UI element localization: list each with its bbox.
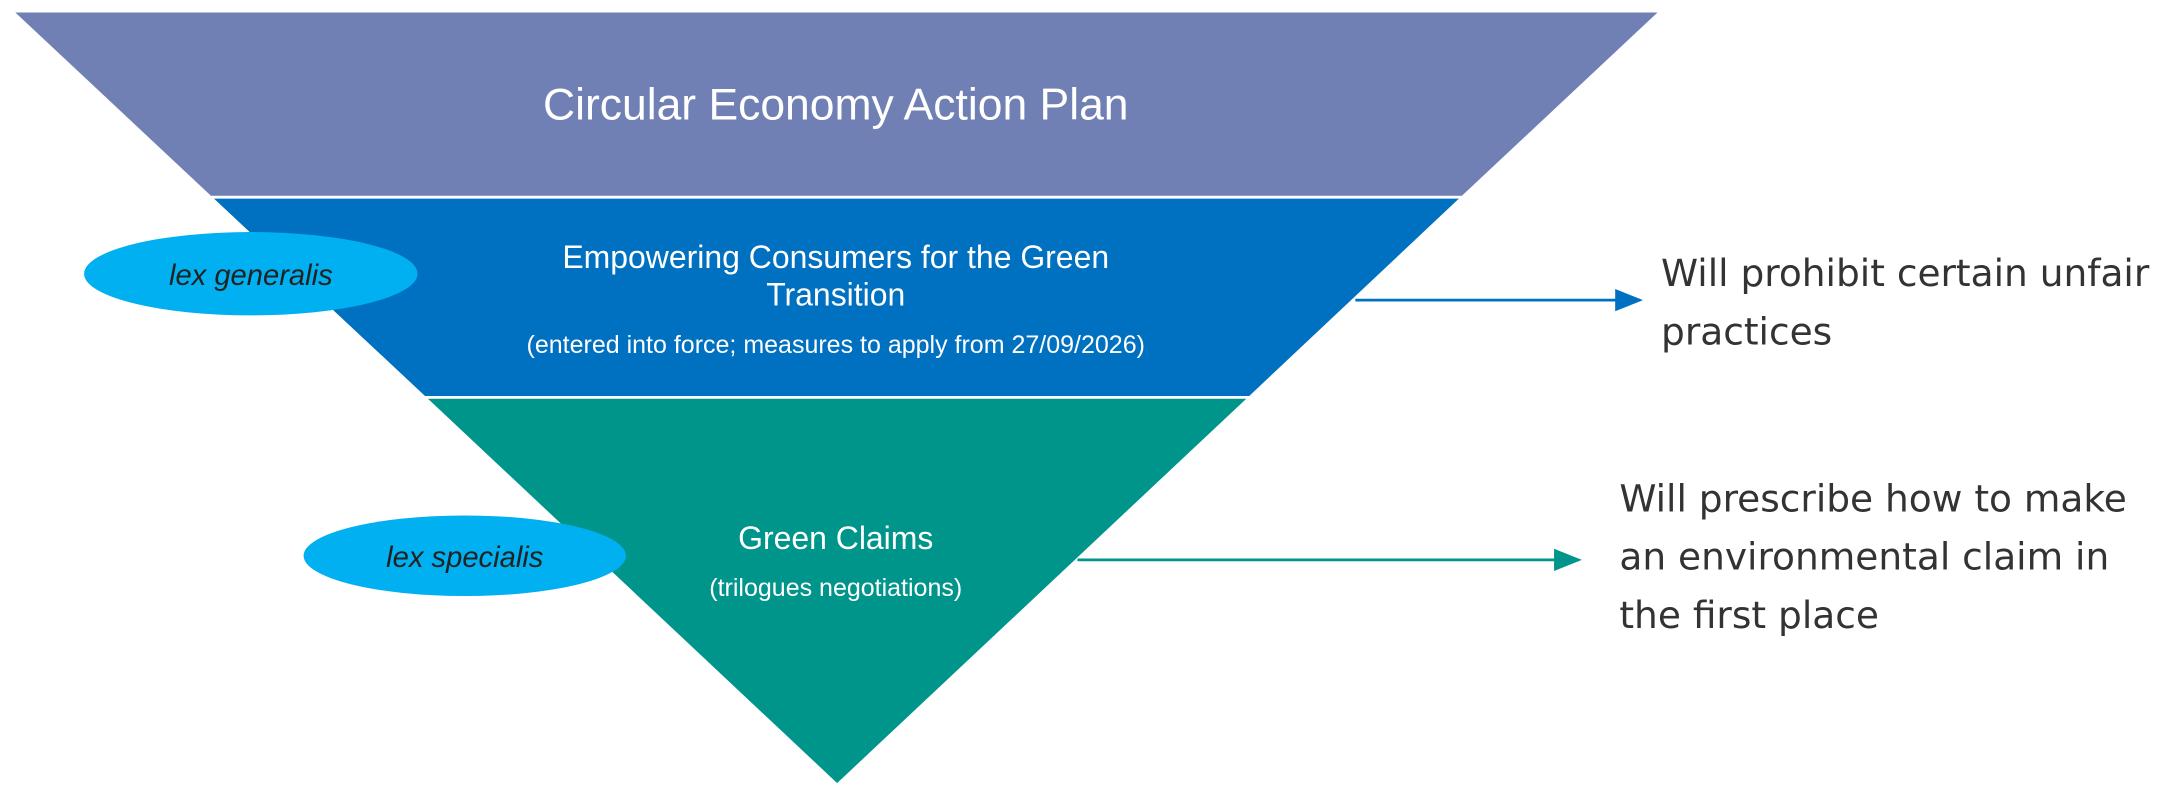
effect-text: practices [1661,310,1832,354]
effect-text: the first place [1619,593,1879,637]
layer-title: Empowering Consumers for the Green [562,239,1109,275]
layer-title: Transition [766,277,905,313]
bottom-layer [420,395,1254,785]
top-title: Circular Economy Action Plan [543,80,1129,129]
tag-ellipse [303,515,626,597]
tag-ellipse [84,232,418,316]
layer-note: (trilogues negotiations) [709,574,962,602]
effect-text: Will prescribe how to make [1619,476,2127,520]
layer-note: (entered into force; measures to apply f… [527,331,1145,359]
effect-text: Will prohibit certain unfair [1661,251,2150,295]
effect-text: an environmental claim in [1619,535,2109,579]
tag-label: lex generalis [169,260,333,292]
layer-title: Green Claims [738,520,933,556]
tag-label: lex specialis [386,542,543,574]
